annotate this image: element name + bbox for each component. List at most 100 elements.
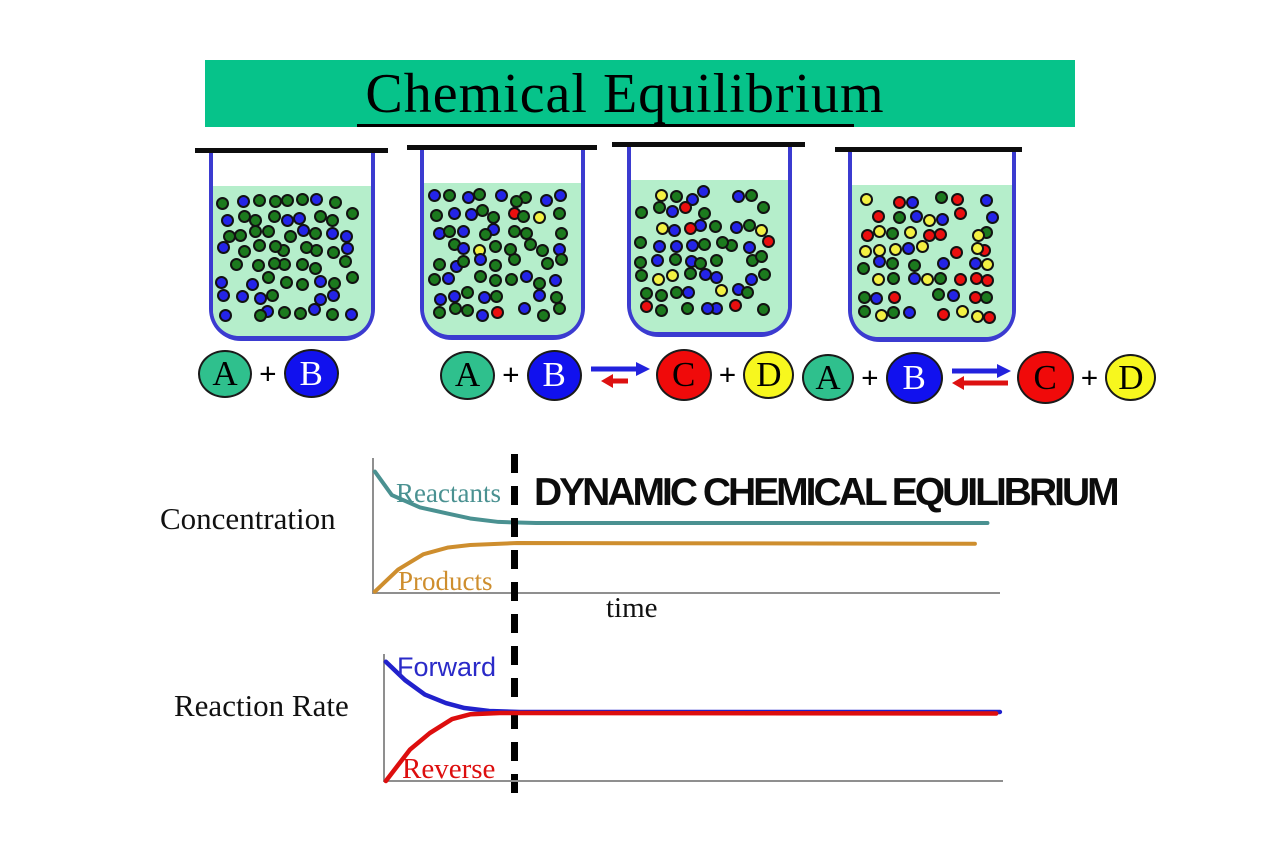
molecule-dot (916, 240, 930, 254)
molecule-dot (457, 242, 471, 256)
molecule-dot (269, 239, 283, 253)
molecule-dot (934, 227, 948, 241)
molecule-dot (633, 255, 647, 269)
molecule-dot (892, 195, 906, 209)
molecule-dot (503, 243, 517, 257)
molecule-dot (253, 291, 267, 305)
rate-y-axis (383, 654, 385, 781)
molecule-dot (979, 194, 993, 208)
molecule-circle-b: B (526, 349, 582, 401)
molecule-dot (888, 242, 902, 256)
molecule-dot (219, 308, 233, 322)
molecule-dot (860, 192, 873, 206)
molecule-dot (933, 271, 947, 285)
molecule-circle-a: A (440, 350, 495, 400)
molecule-dot (956, 304, 970, 318)
beaker-lid (195, 148, 388, 153)
dynamic-equilibrium-heading: DYNAMIC CHEMICAL EQUILIBRIUM (534, 471, 1120, 514)
beaker-vessel (627, 147, 792, 337)
equation-2: A + B C + D (440, 349, 795, 401)
molecule-dot (744, 273, 758, 287)
molecule-dot (732, 190, 745, 204)
forward-label: Forward (397, 652, 497, 682)
molecule-dot (252, 259, 266, 273)
molecule-dot (267, 257, 281, 271)
molecule-dot (701, 302, 715, 316)
molecule-dot (341, 242, 355, 256)
molecule-circle-d: D (743, 351, 795, 399)
molecule-dot (669, 239, 683, 253)
molecule-dot (667, 224, 681, 238)
molecule-dot (261, 271, 275, 285)
equilibrium-arrows-icon (951, 363, 1011, 390)
molecule-dot (887, 291, 901, 305)
molecule-dot (951, 193, 965, 207)
molecule-dot (460, 286, 474, 300)
molecule-dot (486, 210, 500, 224)
molecule-dot (507, 225, 521, 239)
plus-sign: + (502, 357, 520, 392)
molecule-dot (457, 255, 471, 269)
beaker-liquid (631, 180, 788, 332)
molecule-dot (856, 262, 870, 276)
molecule-dot (729, 299, 743, 313)
beaker-liquid (852, 185, 1012, 337)
molecule-dot (639, 300, 653, 314)
molecule-dot (716, 236, 730, 250)
time-axis-label: time (606, 592, 658, 624)
molecule-dot (669, 253, 683, 267)
molecule-dot (650, 254, 664, 268)
molecule-dot (495, 189, 509, 203)
molecule-dot (742, 218, 756, 232)
molecule-dot (476, 204, 490, 218)
molecule-dot (510, 195, 524, 209)
equation-1: A + B (198, 349, 339, 398)
molecule-dot (698, 267, 712, 281)
molecule-dot (875, 309, 889, 323)
molecule-dot (433, 305, 447, 319)
molecule-dot (971, 309, 985, 323)
molecule-dot (885, 257, 899, 271)
molecule-dot (539, 193, 553, 207)
molecule-dot (909, 210, 923, 224)
rate-axis-label: Reaction Rate (174, 688, 349, 723)
molecule-dot (953, 273, 967, 287)
molecule-dot (427, 273, 441, 287)
molecule-dot (857, 304, 871, 318)
molecule-dot (230, 258, 244, 272)
molecule-dot (757, 200, 771, 214)
molecule-dot (935, 212, 949, 226)
molecule-dot (670, 189, 684, 203)
molecule-dot (669, 286, 683, 300)
molecule-dot (344, 308, 358, 322)
molecule-dot (475, 308, 489, 322)
molecule-dot (253, 308, 267, 322)
molecule-dot (261, 224, 275, 238)
molecule-dot (968, 257, 982, 271)
molecule-dot (634, 205, 648, 219)
molecule-dot (442, 272, 456, 286)
beaker-3 (612, 142, 805, 339)
molecule-dot (524, 238, 538, 252)
molecule-dot (953, 206, 967, 220)
molecule-dot (443, 189, 457, 203)
molecule-dot (885, 227, 899, 241)
molecule-dot (540, 257, 554, 271)
molecule-dot (346, 206, 360, 220)
molecule-dot (549, 274, 563, 288)
beaker-lid (407, 145, 597, 150)
molecule-dot (653, 201, 667, 215)
molecule-dot (555, 253, 569, 267)
molecule-dot (461, 303, 475, 317)
molecule-dot (666, 205, 680, 219)
molecule-dot (892, 210, 906, 224)
molecule-dot (555, 226, 569, 240)
molecule-dot (217, 288, 231, 302)
molecule-dot (903, 225, 917, 239)
beaker-vessel (209, 153, 375, 341)
molecule-dot (757, 303, 771, 317)
molecule-dot (488, 240, 502, 254)
molecule-dot (346, 271, 360, 285)
molecule-dot (950, 245, 964, 259)
molecule-dot (222, 230, 236, 244)
